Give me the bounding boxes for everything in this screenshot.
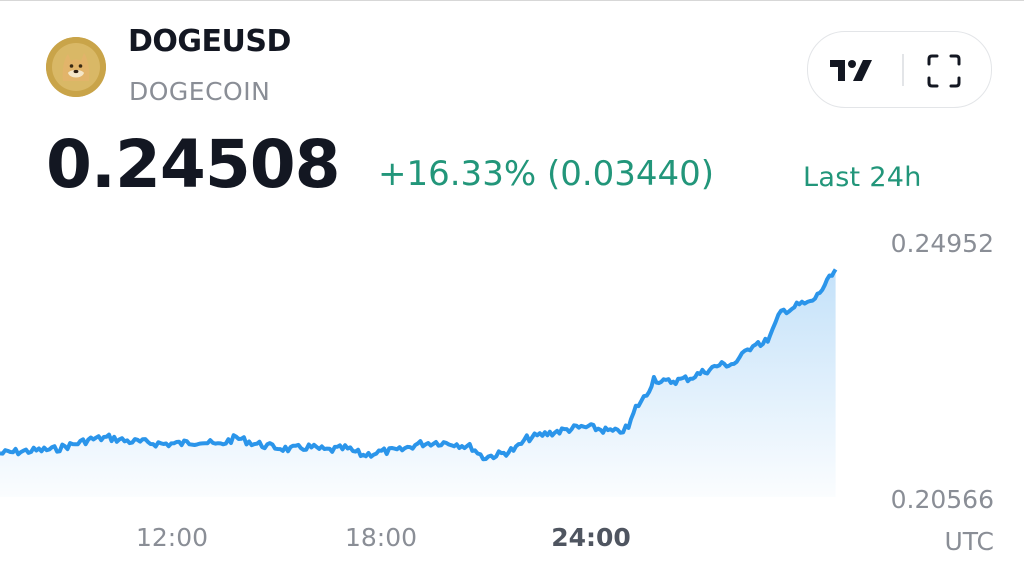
current-price: 0.24508 [46,126,341,203]
x-tick-label: 24:00 [551,523,631,552]
price-area-fill [0,269,836,497]
x-tick-label: 12:00 [136,523,208,552]
x-tick-label: 18:00 [345,523,417,552]
timezone-label: UTC [944,527,994,556]
price-change: +16.33% (0.03440) [378,154,715,194]
tradingview-logo-icon[interactable] [826,50,884,90]
change-period: Last 24h [803,162,922,193]
price-line [0,268,838,462]
ticker-symbol: DOGEUSD [128,24,291,59]
y-tick-label: 0.24952 [891,229,994,258]
toolbar-divider [902,54,904,86]
fullscreen-icon[interactable] [925,52,963,90]
y-tick-label: 0.20566 [891,485,994,514]
asset-name: DOGECOIN [129,77,271,106]
dogecoin-logo-icon [46,37,106,97]
chart-toolbar [807,31,992,108]
top-border [0,0,1024,1]
